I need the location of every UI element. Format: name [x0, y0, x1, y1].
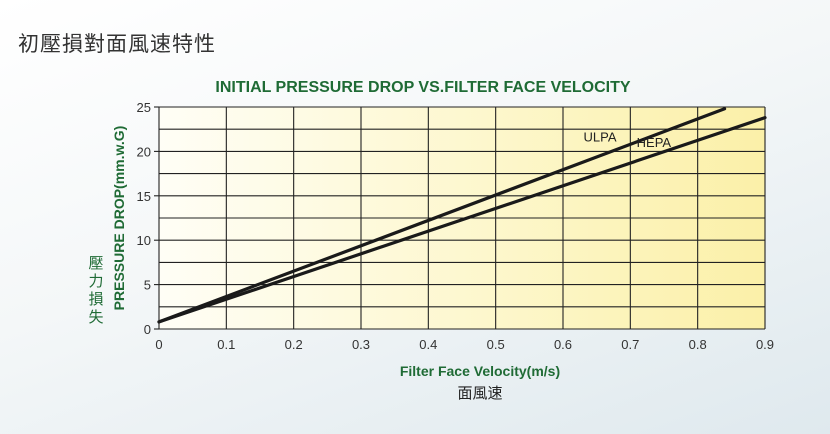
x-tick-label: 0.3 — [352, 337, 370, 352]
x-axis-title: Filter Face Velocity(m/s) — [400, 363, 560, 379]
x-tick-label: 0.8 — [689, 337, 707, 352]
y-tick-label: 20 — [137, 144, 151, 159]
x-axis-subtitle: 面風速 — [457, 384, 502, 402]
series-lines — [157, 107, 767, 324]
y-tick-label: 10 — [137, 233, 151, 248]
x-tick-label: 0.1 — [217, 337, 235, 352]
x-tick-label: 0.6 — [554, 337, 572, 352]
grid-lines — [154, 106, 766, 330]
series-line-ulpa — [157, 107, 727, 324]
series-label-hepa: HEPA — [637, 135, 672, 150]
tick-labels: 0 0.1 0.2 0.3 0.4 0.5 0.6 0.7 0.8 0.9 0 5 10 15 20 25 — [137, 100, 775, 352]
series-line-hepa — [157, 116, 767, 324]
x-tick-label: 0.7 — [621, 337, 639, 352]
y-tick-label: 25 — [137, 100, 151, 115]
x-tick-label: 0 — [155, 337, 162, 352]
y-axis-subtitle-char: 壓 — [88, 254, 103, 272]
y-tick-label: 0 — [144, 322, 151, 337]
y-tick-label: 5 — [144, 278, 151, 293]
y-axis-subtitle-char: 損 — [88, 290, 103, 308]
page-title: 初壓損對面風速特性 — [18, 32, 216, 56]
chart-title: INITIAL PRESSURE DROP VS.FILTER FACE VEL… — [215, 79, 630, 96]
x-tick-label: 0.5 — [487, 337, 505, 352]
series-labels: ULPA HEPA — [584, 130, 672, 150]
y-axis-subtitle-char: 失 — [88, 308, 103, 326]
x-tick-label: 0.4 — [419, 337, 437, 352]
x-tick-label: 0.2 — [285, 337, 303, 352]
x-tick-label: 0.9 — [756, 337, 774, 352]
y-axis-subtitle-char: 力 — [88, 272, 103, 290]
series-label-ulpa: ULPA — [584, 130, 617, 145]
y-tick-label: 15 — [137, 189, 151, 204]
y-axis-title: PRESSURE DROP(mm.w.G) — [111, 126, 127, 311]
